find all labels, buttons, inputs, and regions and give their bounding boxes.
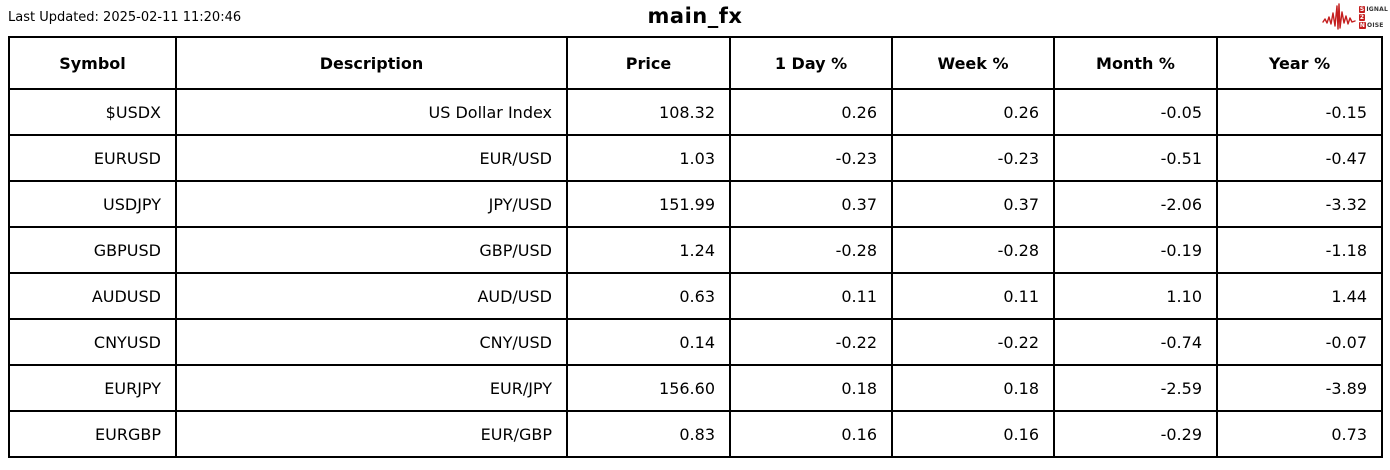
column-header-symbol: Symbol: [8, 36, 177, 90]
logo-line-noise: N OISE: [1358, 21, 1388, 29]
week-pct-cell: 0.11: [891, 272, 1055, 320]
column-header-year: Year %: [1216, 36, 1383, 90]
description-cell: EUR/USD: [175, 134, 568, 182]
month-pct-cell: -2.59: [1053, 364, 1218, 412]
price-cell: 0.83: [566, 410, 731, 458]
waveform-icon: [1322, 2, 1358, 32]
month-pct-cell: -0.74: [1053, 318, 1218, 366]
month-pct-cell: -0.19: [1053, 226, 1218, 274]
day-pct-cell: -0.28: [729, 226, 893, 274]
day-pct-cell: 0.18: [729, 364, 893, 412]
price-cell: 0.14: [566, 318, 731, 366]
year-pct-cell: 1.44: [1216, 272, 1383, 320]
logo-signal-rest: IGNAL: [1366, 5, 1388, 13]
column-header-month: Month %: [1053, 36, 1218, 90]
topbar: Last Updated: 2025-02-11 11:20:46 main_f…: [0, 0, 1390, 36]
logo-digit-2: 2: [1358, 13, 1366, 21]
year-pct-cell: -0.15: [1216, 88, 1383, 136]
day-pct-cell: 0.11: [729, 272, 893, 320]
table-row: CNYUSD CNY/USD 0.14 -0.22 -0.22 -0.74 -0…: [8, 318, 1383, 366]
year-pct-cell: -0.07: [1216, 318, 1383, 366]
column-header-description: Description: [175, 36, 568, 90]
table-row: USDJPY JPY/USD 151.99 0.37 0.37 -2.06 -3…: [8, 180, 1383, 228]
symbol-cell: EURGBP: [8, 410, 177, 458]
column-header-week: Week %: [891, 36, 1055, 90]
header-row: Symbol Description Price 1 Day % Week % …: [8, 36, 1383, 90]
price-cell: 108.32: [566, 88, 731, 136]
symbol-cell: USDJPY: [8, 180, 177, 228]
week-pct-cell: -0.28: [891, 226, 1055, 274]
year-pct-cell: -3.32: [1216, 180, 1383, 228]
week-pct-cell: 0.16: [891, 410, 1055, 458]
table-header: Symbol Description Price 1 Day % Week % …: [8, 36, 1383, 90]
week-pct-cell: 0.18: [891, 364, 1055, 412]
last-updated-text: Last Updated: 2025-02-11 11:20:46: [8, 10, 242, 25]
symbol-cell: EURUSD: [8, 134, 177, 182]
symbol-cell: $USDX: [8, 88, 177, 136]
year-pct-cell: -0.47: [1216, 134, 1383, 182]
price-cell: 151.99: [566, 180, 731, 228]
year-pct-cell: -3.89: [1216, 364, 1383, 412]
table-row: EURGBP EUR/GBP 0.83 0.16 0.16 -0.29 0.73: [8, 410, 1383, 458]
month-pct-cell: 1.10: [1053, 272, 1218, 320]
logo-text: S IGNAL 2 N OISE: [1358, 5, 1388, 29]
logo-line-two: 2: [1358, 13, 1388, 21]
fx-table: Symbol Description Price 1 Day % Week % …: [8, 36, 1383, 458]
logo-letter-n: N: [1358, 21, 1367, 29]
description-cell: GBP/USD: [175, 226, 568, 274]
week-pct-cell: 0.37: [891, 180, 1055, 228]
month-pct-cell: -2.06: [1053, 180, 1218, 228]
description-cell: AUD/USD: [175, 272, 568, 320]
table-body: $USDX US Dollar Index 108.32 0.26 0.26 -…: [8, 88, 1383, 458]
year-pct-cell: 0.73: [1216, 410, 1383, 458]
week-pct-cell: -0.23: [891, 134, 1055, 182]
month-pct-cell: -0.05: [1053, 88, 1218, 136]
table-row: GBPUSD GBP/USD 1.24 -0.28 -0.28 -0.19 -1…: [8, 226, 1383, 274]
day-pct-cell: 0.26: [729, 88, 893, 136]
symbol-cell: EURJPY: [8, 364, 177, 412]
month-pct-cell: -0.29: [1053, 410, 1218, 458]
logo-letter-s: S: [1358, 5, 1366, 13]
table-row: EURUSD EUR/USD 1.03 -0.23 -0.23 -0.51 -0…: [8, 134, 1383, 182]
day-pct-cell: 0.16: [729, 410, 893, 458]
table-row: $USDX US Dollar Index 108.32 0.26 0.26 -…: [8, 88, 1383, 136]
logo-line-signal: S IGNAL: [1358, 5, 1388, 13]
description-cell: US Dollar Index: [175, 88, 568, 136]
price-cell: 156.60: [566, 364, 731, 412]
symbol-cell: CNYUSD: [8, 318, 177, 366]
day-pct-cell: -0.22: [729, 318, 893, 366]
week-pct-cell: 0.26: [891, 88, 1055, 136]
description-cell: EUR/GBP: [175, 410, 568, 458]
signal2noise-logo: S IGNAL 2 N OISE: [1322, 2, 1388, 32]
table-row: EURJPY EUR/JPY 156.60 0.18 0.18 -2.59 -3…: [8, 364, 1383, 412]
logo-noise-rest: OISE: [1367, 21, 1384, 29]
price-cell: 1.03: [566, 134, 731, 182]
price-cell: 0.63: [566, 272, 731, 320]
week-pct-cell: -0.22: [891, 318, 1055, 366]
year-pct-cell: -1.18: [1216, 226, 1383, 274]
description-cell: EUR/JPY: [175, 364, 568, 412]
description-cell: JPY/USD: [175, 180, 568, 228]
column-header-price: Price: [566, 36, 731, 90]
description-cell: CNY/USD: [175, 318, 568, 366]
day-pct-cell: 0.37: [729, 180, 893, 228]
month-pct-cell: -0.51: [1053, 134, 1218, 182]
symbol-cell: AUDUSD: [8, 272, 177, 320]
page-title: main_fx: [647, 4, 743, 28]
day-pct-cell: -0.23: [729, 134, 893, 182]
column-header-1day: 1 Day %: [729, 36, 893, 90]
symbol-cell: GBPUSD: [8, 226, 177, 274]
table-row: AUDUSD AUD/USD 0.63 0.11 0.11 1.10 1.44: [8, 272, 1383, 320]
price-cell: 1.24: [566, 226, 731, 274]
